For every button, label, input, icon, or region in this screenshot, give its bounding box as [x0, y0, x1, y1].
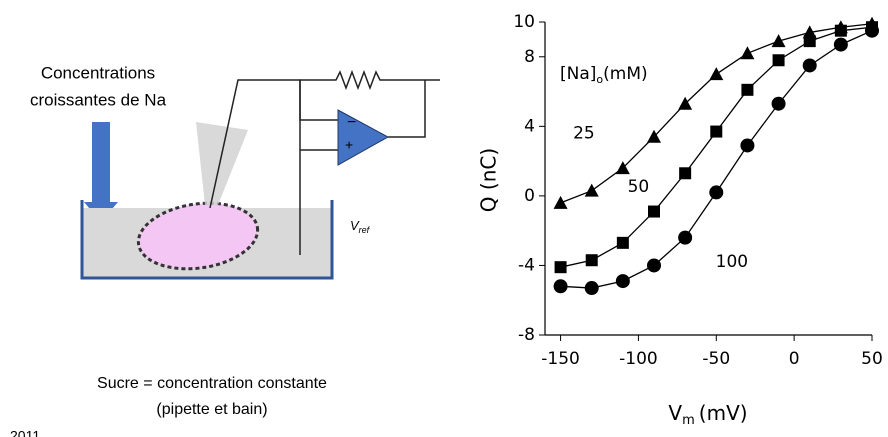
series-label: 25 — [573, 123, 595, 143]
y-tick-label: -4 — [518, 255, 535, 275]
marker — [865, 17, 879, 30]
marker — [555, 261, 567, 273]
marker — [835, 25, 847, 37]
marker — [740, 138, 754, 152]
marker — [647, 258, 661, 272]
series-label: 100 — [716, 252, 748, 272]
x-tick-label: 0 — [789, 349, 800, 369]
x-tick-label: -50 — [702, 349, 730, 369]
vref: Vref — [350, 218, 371, 235]
x-axis-label: Vm (mV) — [668, 401, 747, 428]
marker — [772, 97, 786, 111]
marker — [679, 167, 691, 179]
figure: Concentrations croissantes de Na − + Vre… — [0, 0, 888, 437]
marker — [648, 206, 660, 218]
legend-title-main: [Na] — [560, 64, 596, 84]
marker — [834, 38, 848, 52]
y-tick-label: 8 — [524, 47, 535, 67]
citation: 2011 — [10, 428, 40, 437]
marker — [772, 34, 786, 47]
x-tick-label: -100 — [619, 349, 658, 369]
marker — [616, 274, 630, 288]
marker — [617, 237, 629, 249]
marker — [834, 20, 848, 33]
arrow-label: Concentrations — [41, 63, 155, 82]
marker — [804, 35, 816, 47]
marker — [709, 185, 723, 199]
marker — [554, 196, 568, 209]
marker — [740, 46, 754, 59]
marker — [741, 84, 753, 96]
legend-title-unit: (mM) — [603, 64, 648, 84]
marker — [616, 161, 630, 174]
note: (pipette et bain) — [156, 401, 267, 418]
series-line — [561, 24, 872, 203]
x-label-main: V — [668, 401, 682, 425]
arrow-shaft — [92, 122, 110, 202]
arrow-label: croissantes de Na — [30, 90, 167, 109]
y-tick-label: 0 — [524, 186, 535, 206]
y-tick-label: -8 — [518, 325, 535, 345]
plus: + — [345, 137, 353, 153]
marker — [585, 281, 599, 295]
diagram: Concentrations croissantes de Na − + Vre… — [0, 0, 470, 437]
marker — [865, 24, 879, 38]
series-line — [561, 27, 872, 267]
marker — [554, 279, 568, 293]
y-tick-label: 4 — [524, 116, 535, 136]
pipette — [196, 122, 248, 205]
marker — [803, 25, 817, 38]
marker — [678, 231, 692, 245]
series-label: 50 — [628, 177, 650, 197]
marker — [586, 254, 598, 266]
marker — [709, 67, 723, 80]
note: Sucre = concentration constante — [97, 375, 327, 392]
marker — [866, 21, 878, 33]
vref-sub: ref — [359, 225, 371, 235]
legend-title-sub: o — [596, 73, 603, 86]
marker — [678, 97, 692, 110]
legend-title: [Na]o(mM) — [560, 64, 648, 86]
x-tick-label: 50 — [861, 349, 883, 369]
y-tick-label: 10 — [513, 12, 535, 32]
marker — [803, 58, 817, 72]
marker — [773, 54, 785, 66]
marker — [585, 184, 599, 197]
x-label-unit: (mV) — [699, 401, 748, 425]
minus: − — [347, 114, 356, 131]
x-label-sub: m — [682, 413, 695, 428]
x-tick-label: -150 — [541, 349, 580, 369]
y-axis-label: Q (nC) — [477, 148, 501, 212]
marker — [647, 130, 661, 143]
series-line — [561, 31, 872, 288]
marker — [710, 126, 722, 138]
